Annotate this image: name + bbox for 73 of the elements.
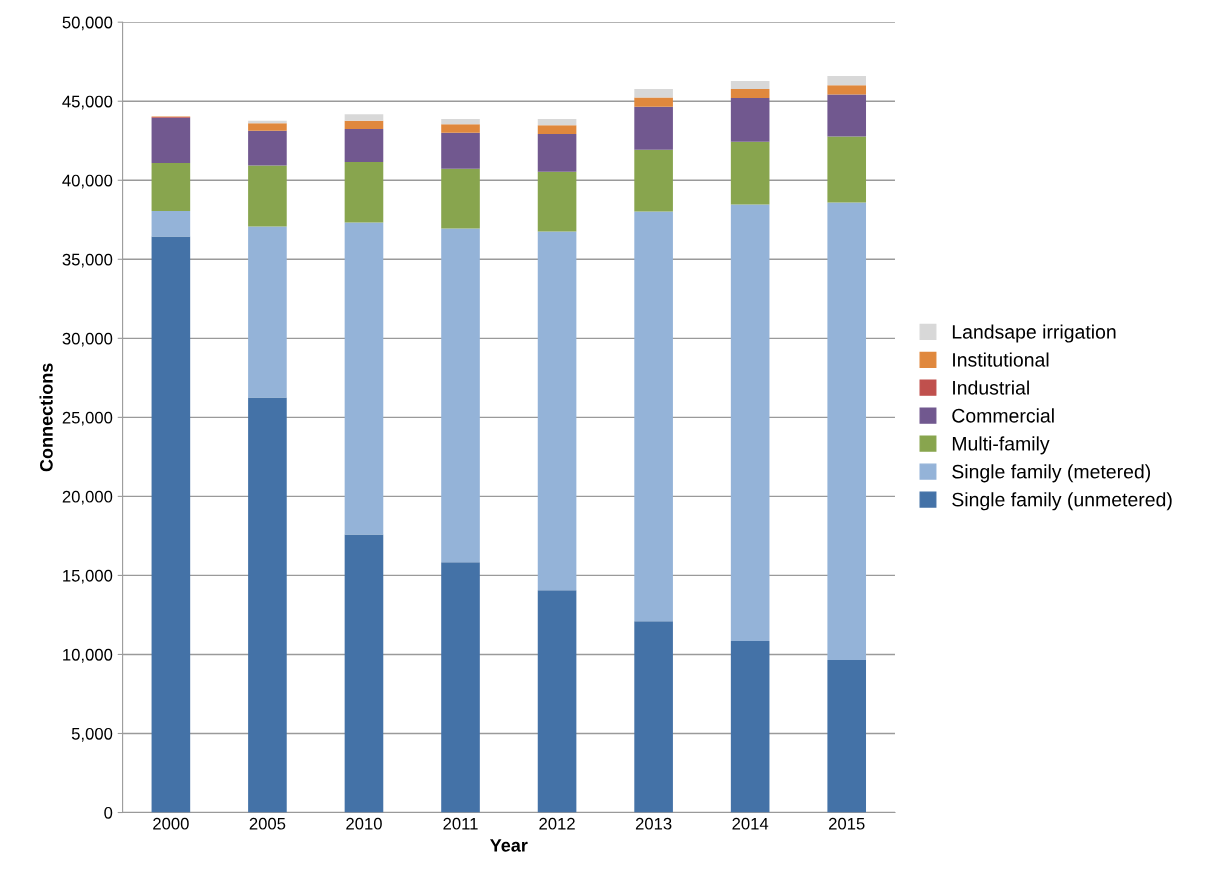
bar	[248, 165, 287, 227]
y-tick-label: 0	[104, 806, 113, 819]
y-tick-label: 15,000	[63, 569, 113, 584]
legend-label: Multi-family	[952, 436, 1050, 455]
bar	[151, 117, 191, 163]
bar	[441, 118, 480, 125]
bar	[248, 130, 287, 166]
bar	[537, 118, 577, 126]
legend-label: Institutional	[953, 352, 1049, 367]
bar	[730, 641, 770, 813]
bar	[344, 534, 384, 813]
x-tick-label: 2014	[732, 817, 769, 830]
bar	[441, 124, 480, 133]
x-tick-label: 2000	[153, 817, 189, 830]
x-tick-label: 2010	[346, 817, 382, 830]
bar	[537, 231, 577, 591]
bar	[441, 228, 480, 563]
legend-label: Commercial	[952, 408, 1054, 423]
y-tick-label: 30,000	[62, 332, 113, 347]
bar	[730, 97, 770, 142]
bar	[827, 659, 867, 813]
bar	[248, 123, 287, 131]
bar	[634, 106, 673, 150]
bar	[537, 590, 577, 813]
x-tick-label: 2013	[635, 817, 672, 830]
bar	[634, 621, 673, 813]
y-tick-label: 10,000	[63, 648, 113, 663]
bar	[827, 94, 867, 137]
bar	[730, 88, 770, 98]
bar	[537, 171, 577, 232]
bar	[827, 202, 867, 660]
bar	[248, 226, 287, 398]
bar	[730, 204, 770, 642]
bar	[344, 162, 384, 223]
bar	[537, 125, 577, 135]
y-tick-label: 50,000	[62, 16, 113, 31]
bar	[634, 88, 673, 98]
x-tick-label: 2005	[249, 817, 286, 830]
y-tick-label: 45,000	[62, 95, 113, 110]
legend-label: Industrial	[953, 380, 1029, 395]
bar	[827, 136, 867, 203]
bar	[151, 236, 191, 813]
bar	[730, 141, 770, 205]
bar	[344, 128, 384, 163]
bar	[634, 211, 673, 622]
bar	[248, 397, 287, 813]
y-tick-label: 25,000	[62, 411, 113, 426]
y-axis-title: Connections	[39, 363, 53, 472]
bar	[634, 149, 673, 212]
y-tick-label: 20,000	[62, 490, 113, 505]
bar	[441, 168, 480, 229]
bar	[151, 162, 191, 212]
legend-label: Landsape irrigation	[952, 324, 1116, 343]
bar	[730, 81, 770, 89]
bar	[827, 85, 867, 95]
bar	[441, 132, 480, 169]
y-tick-label: 40,000	[62, 174, 113, 189]
bar	[441, 562, 480, 813]
bar	[151, 211, 191, 237]
x-axis-title: Year	[490, 839, 528, 852]
legend-label: Single family (metered)	[952, 464, 1151, 483]
y-tick-label: 5,000	[71, 727, 113, 742]
bar	[634, 97, 673, 107]
bar	[344, 114, 384, 121]
legend-label: Single family (unmetered)	[952, 492, 1172, 511]
bar	[827, 75, 867, 86]
x-tick-label: 2012	[539, 817, 575, 830]
bar	[344, 222, 384, 535]
y-tick-label: 35,000	[62, 253, 113, 268]
x-tick-label: 2011	[443, 817, 478, 830]
x-tick-label: 2015	[829, 817, 865, 830]
bar	[344, 120, 384, 129]
bar	[537, 134, 577, 172]
